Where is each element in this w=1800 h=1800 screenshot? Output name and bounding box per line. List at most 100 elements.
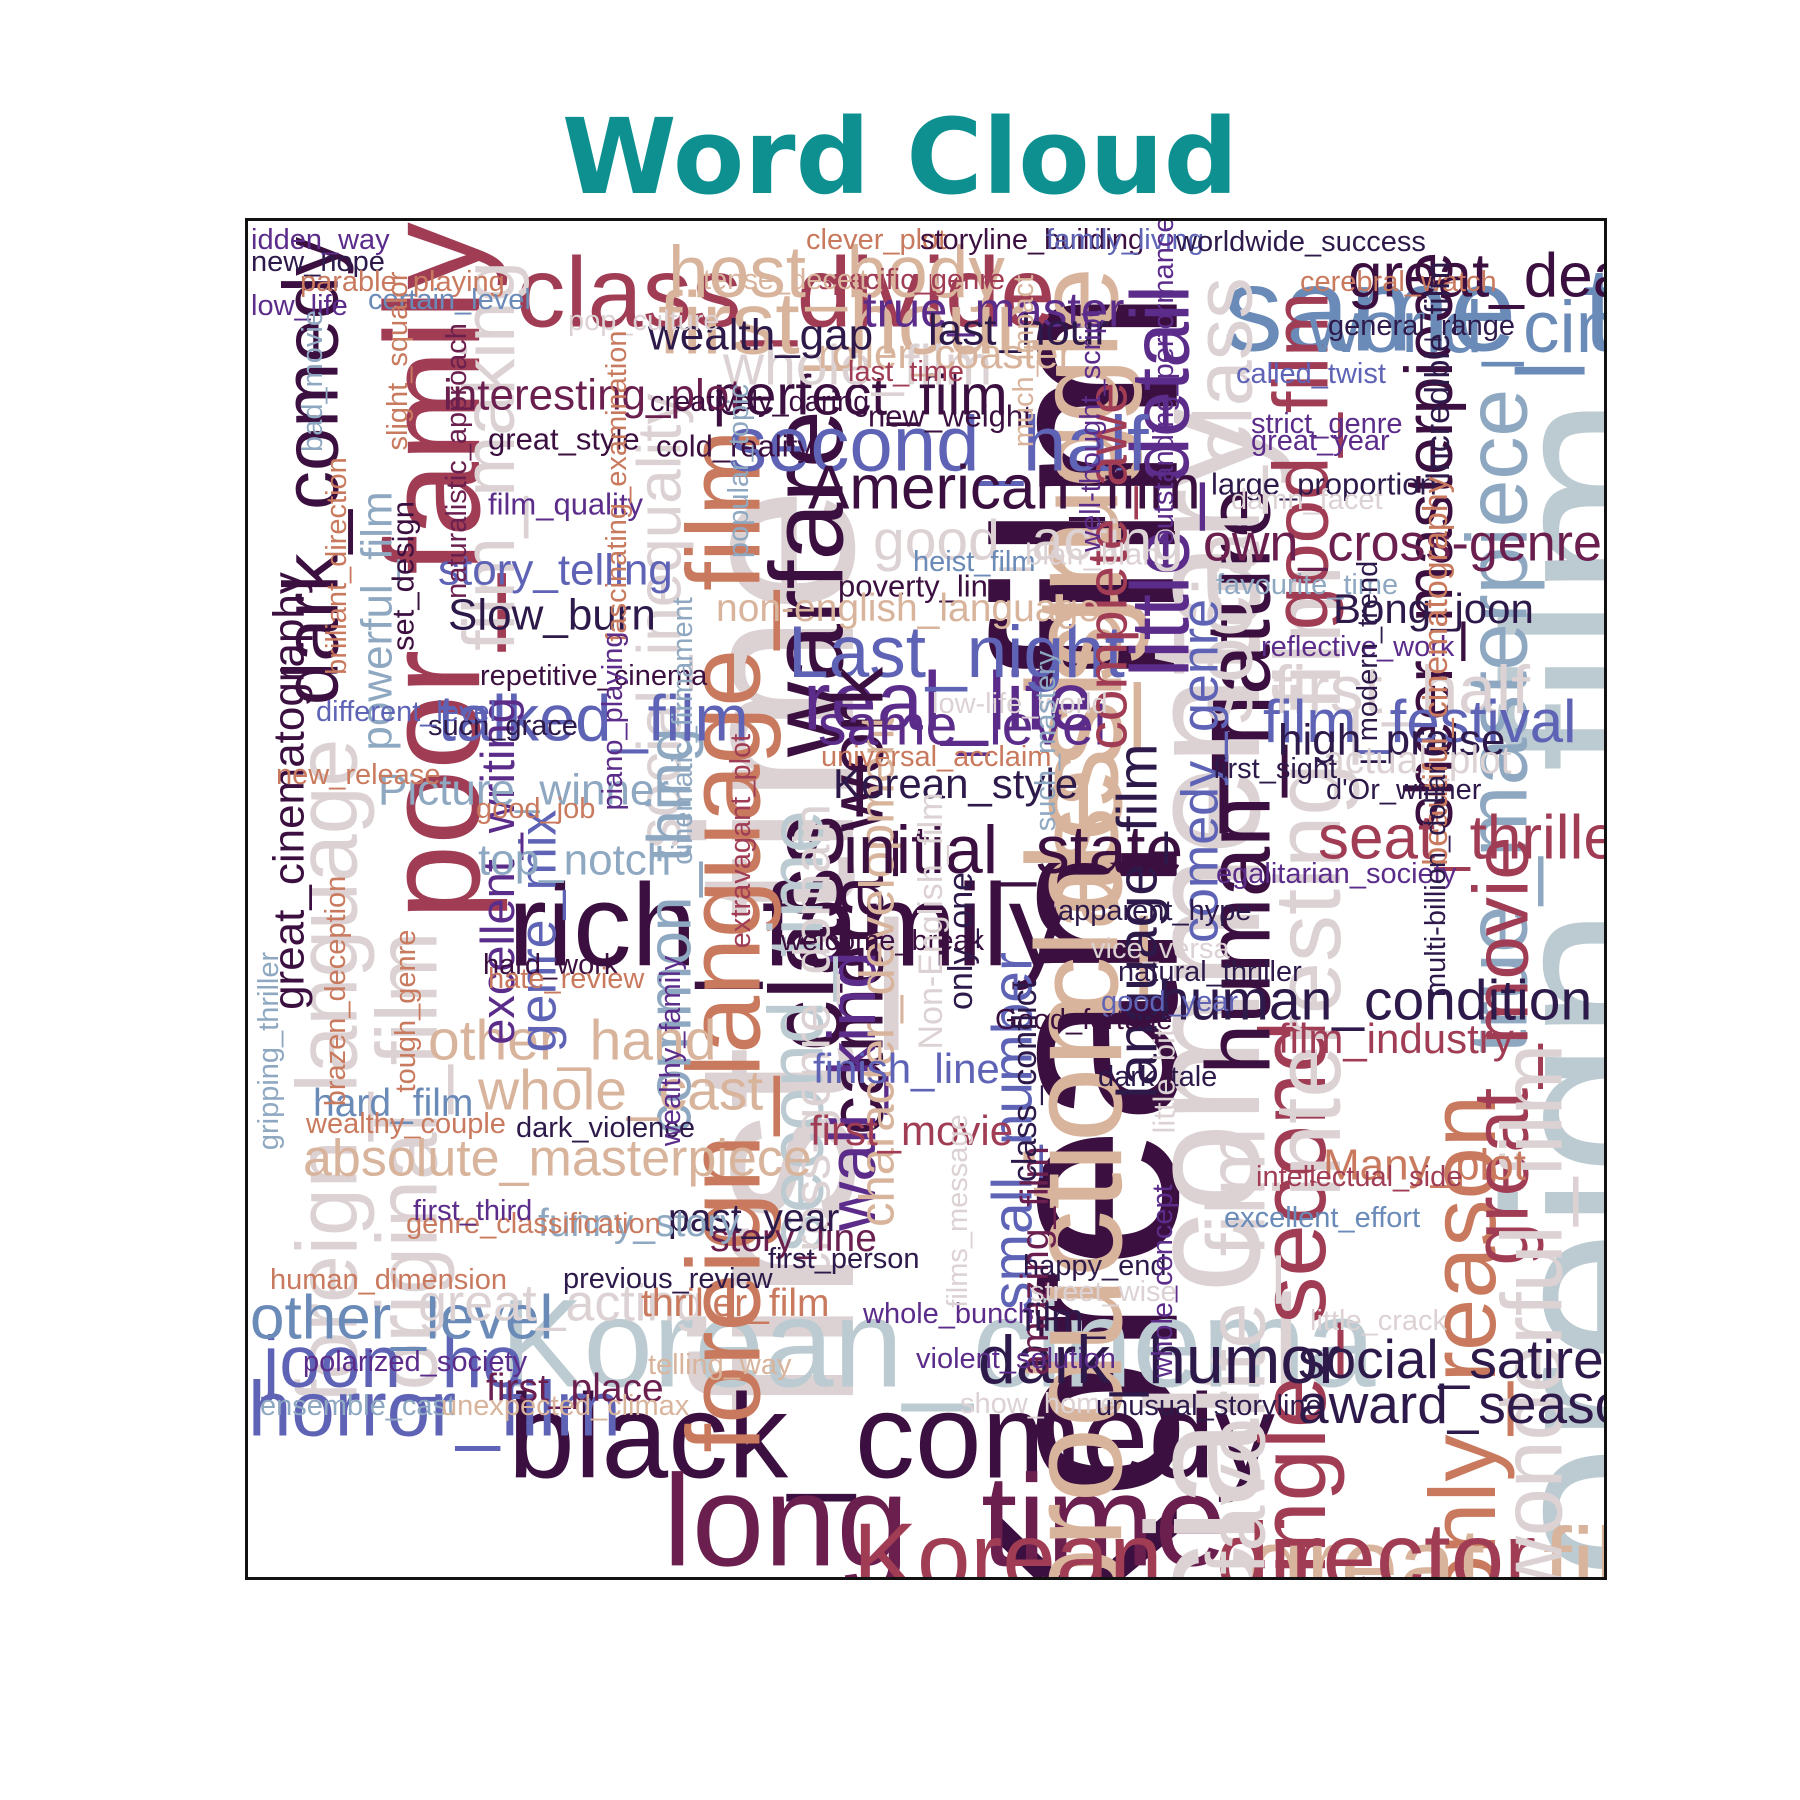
word-44: common_thing (635, 728, 704, 1135)
word-162: welcome_break (780, 925, 985, 957)
word-93: story_line (710, 1217, 877, 1260)
word-10: social_commentary (1114, 407, 1294, 1577)
word-cloud-frame: Korean_film foreign_film first_time same_ti… (245, 218, 1607, 1580)
word-130: vice_versa (1091, 933, 1230, 965)
word-53: talked_film (438, 682, 749, 755)
word-51: initial_state (843, 812, 1183, 888)
word-121: great_year (1251, 425, 1390, 457)
word-92: first_movie (810, 1107, 1013, 1154)
word-14: foreign_language_film (666, 429, 782, 1452)
word-47: American_film (808, 453, 1201, 522)
word-190: Non-English_film (912, 793, 950, 1050)
word-188: extravagant_plot (725, 734, 757, 948)
word-3: same_time (1223, 243, 1604, 377)
word-42: wall_kind (814, 951, 890, 1232)
word-75: great_cinematography (265, 572, 314, 1010)
word-41: camera_work (812, 666, 900, 1135)
word-67: whole_cast (477, 1059, 763, 1123)
word-148: human_dimension (270, 1264, 507, 1296)
word-150: telling_way (648, 1349, 792, 1381)
word-116: worldwide_success (1175, 226, 1426, 258)
word-189: such_mastery (1030, 650, 1062, 831)
word-87: Slow_burn (448, 591, 656, 640)
word-46: character_development (850, 715, 904, 1227)
word-77: Many_plot (1323, 1141, 1526, 1190)
word-35: dark_comedy (267, 237, 355, 705)
word-184: beautiful_cinematography (1417, 476, 1455, 865)
word-83: roller_coaster (818, 330, 1072, 377)
word-22: sheer_masterpiece (1391, 252, 1467, 830)
word-114: storyline_building (920, 224, 1144, 256)
word-133: Good_fortune (995, 1004, 1172, 1036)
word-cloud: Korean_film foreign_film first_time same_ti… (248, 221, 1604, 1577)
word-94: past_year (668, 1197, 839, 1240)
chart-title: Word Cloud (561, 96, 1239, 218)
word-170: certain_level (368, 284, 531, 316)
word-112: tense_deceit (703, 264, 867, 296)
word-52: same_level (818, 694, 1106, 758)
word-5: Korean_cinema (500, 1275, 1376, 1414)
word-84: wealth_gap (647, 311, 873, 360)
word-31: world_cinema (1307, 287, 1604, 368)
word-61: language_film (1106, 744, 1170, 1099)
word-164: low-life_world (932, 688, 1108, 720)
word-7: long_time (663, 1447, 1227, 1577)
word-183: modern_trend (1352, 561, 1384, 742)
word-158: new_release (276, 759, 440, 791)
word-19: great_film (1248, 1507, 1604, 1577)
word-156: hate_review (488, 963, 645, 995)
word-167: idden_way (251, 224, 390, 256)
word-69: horror_film (248, 1365, 621, 1453)
word-195: little_bit (1147, 1028, 1182, 1133)
word-157: good_job (476, 793, 595, 825)
word-43: second_time (752, 810, 840, 1252)
word-63: comedy_genre (1172, 599, 1230, 943)
word-198: tough_genre (390, 930, 422, 1093)
word-23: true_masterpiece (1450, 389, 1546, 1053)
word-129: apparent_hype (1058, 895, 1252, 927)
word-9: rich_family (508, 859, 1068, 990)
word-12: class_struggle (1011, 267, 1142, 1015)
word-48: perfect_film (713, 364, 1008, 428)
word-88: Picture_winner (378, 766, 669, 815)
word-58: social_satire (1298, 1328, 1604, 1390)
word-141: violent_solution (916, 1343, 1116, 1375)
word-178: popular_topic (723, 384, 755, 558)
word-95: funny_story (538, 1202, 740, 1245)
word-168: low_life (251, 290, 348, 322)
word-98: thriller_film (641, 1282, 830, 1325)
word-32: great_deal (1348, 241, 1604, 310)
word-78: film_industry (1278, 1015, 1514, 1062)
word-136: excellent_effort (1224, 1202, 1420, 1234)
word-108: non-english_language (716, 587, 1100, 630)
word-105: new_weight (868, 399, 1032, 434)
word-113: clever_plot (806, 224, 946, 256)
word-180: well-thought_script (1075, 310, 1107, 553)
word-49: whole_film (722, 334, 992, 398)
word-80: Bong_joon (1333, 585, 1534, 632)
word-120: strict_genre (1251, 408, 1403, 440)
word-128: egalitarian_society (1216, 858, 1457, 890)
word-30: good_film (1257, 292, 1345, 630)
word-197: gripping_thriller (253, 952, 285, 1151)
word-101: actual_plot (1323, 739, 1512, 782)
word-8: poor_family (357, 222, 508, 920)
word-66: absolute_masterpiece (303, 1130, 812, 1188)
word-174: naturalistic_approach (441, 323, 473, 599)
word-193: films_message (942, 1114, 974, 1307)
word-97: first_place (486, 1367, 664, 1410)
word-90: Korean_style (833, 760, 1078, 807)
word-107: poverty_line (838, 569, 1005, 604)
word-71: other_level (250, 1283, 553, 1352)
word-142: show_home (960, 1388, 1116, 1420)
word-50: good_acting (873, 509, 1184, 573)
word-68: other_hand (428, 1009, 716, 1073)
word-60: dark_humor (978, 1322, 1341, 1398)
word-99: amazing_film (1014, 1146, 1057, 1376)
word-194: whole_concept (1147, 1184, 1179, 1378)
word-0: Korean_film (943, 287, 1233, 1577)
word-151: ensemble_cast (260, 1390, 455, 1422)
word-172: bad_movie (297, 310, 329, 452)
word-126: first_sight (1213, 753, 1337, 785)
word-85: interesting_plot (443, 371, 741, 420)
